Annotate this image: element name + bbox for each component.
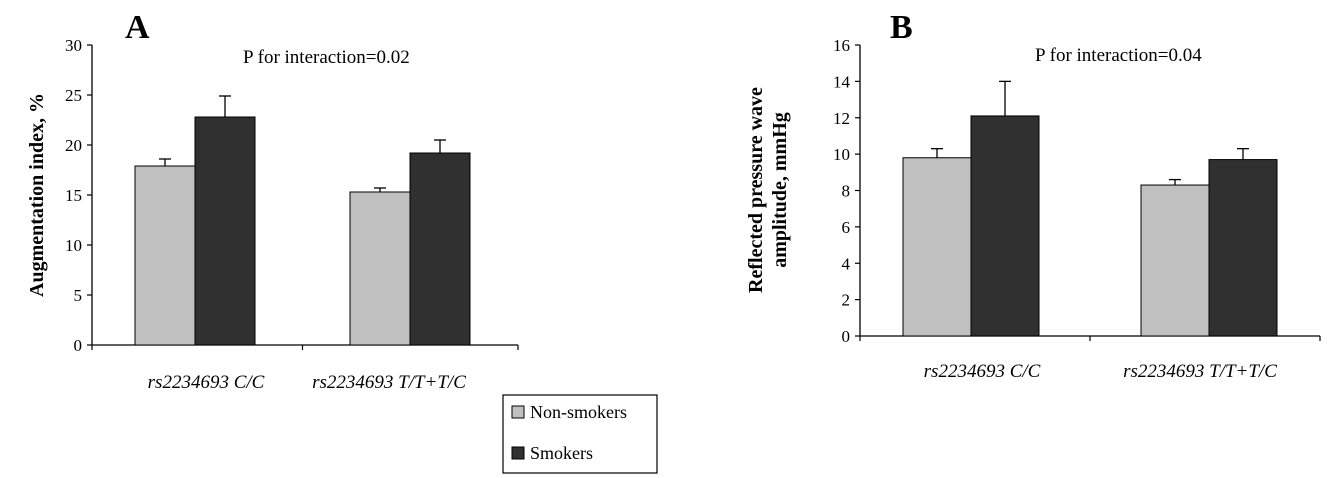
panel-b-y-tick-label: 6 [842,218,851,237]
legend-label-non-smokers: Non-smokers [530,402,627,422]
panel-a-y-tick-label: 5 [74,286,83,305]
panel-b-y-axis-label-line-2: amplitude, mmHg [769,112,791,268]
panel-b-y-tick-label: 4 [842,254,851,273]
panel-a-y-tick-label: 0 [74,336,83,355]
panel-b-bar-non-smokers-2 [1140,184,1210,337]
legend-label-smokers: Smokers [530,443,593,463]
panel-a-y-tick-label: 25 [65,86,82,105]
panel-a-letter: A [125,9,150,46]
panel-b-letter: B [890,9,913,46]
panel-b-y-tick-label: 0 [842,327,851,346]
panel-b-y-axis-label-line-1: Reflected pressure wave [745,87,767,293]
panel-b-y-tick-label: 12 [833,109,850,128]
panel-b-category-label-2: rs2234693 T/T+T/C [1123,361,1277,382]
panel-b-annotation: P for interaction=0.04 [1035,45,1202,66]
panel-b: B P for interaction=0.04 Reflected press… [745,9,1321,382]
panel-a: A P for interaction=0.02 Augmentation in… [26,9,519,393]
panel-b-bar-smokers-2 [1208,159,1278,337]
panel-b-y-tick-label: 2 [842,291,851,310]
panel-a-y-tick-label: 20 [65,136,82,155]
panel-a-category-label-2: rs2234693 T/T+T/C [312,372,466,393]
panel-b-y-tick-label: 16 [833,36,850,55]
panel-a-bar-non-smokers-1 [134,165,196,346]
panel-b-category-label-1: rs2234693 C/C [924,361,1041,382]
panel-b-y-tick-label: 10 [833,145,850,164]
panel-b-plot: 0 2 4 6 8 10 12 14 16 rs2234693 C/C rs2234693 T/T+… [833,36,1321,382]
legend-swatch-smokers [511,446,525,460]
panel-a-y-tick-label: 10 [65,236,82,255]
legend-swatch-non-smokers [511,405,525,419]
panel-a-category-label-1: rs2234693 C/C [148,372,265,393]
legend-box [502,394,658,474]
panel-b-y-tick-label: 14 [833,72,851,91]
panel-b-y-tick-label: 8 [842,182,851,201]
panel-b-bar-smokers-1 [970,115,1040,337]
panel-a-bar-non-smokers-2 [349,191,411,346]
panel-a-y-axis-label: Augmentation index, % [26,93,48,297]
panel-a-y-tick-label: 30 [65,36,82,55]
panel-a-y-tick-label: 15 [65,186,82,205]
panel-a-plot: 0 5 10 15 20 25 30 rs2234693 C/C rs2234693 T/T+T… [65,36,519,393]
panel-a-bar-smokers-2 [409,152,471,346]
legend: Non-smokers Smokers [502,394,658,474]
panel-b-bar-non-smokers-1 [902,157,972,337]
panel-a-annotation: P for interaction=0.02 [243,47,410,68]
panel-a-bar-smokers-1 [194,116,256,346]
